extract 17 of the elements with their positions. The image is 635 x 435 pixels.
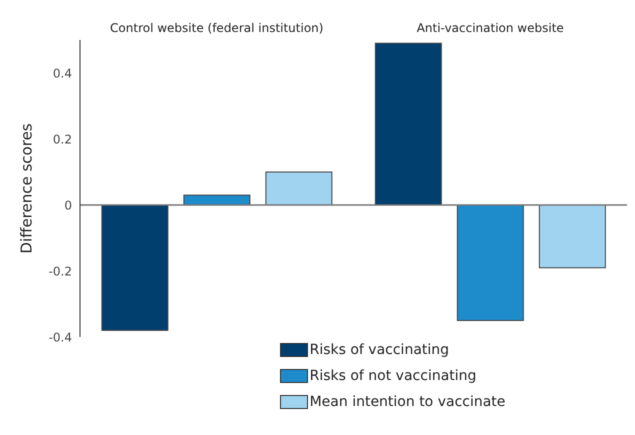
y-tick-label: 0.4	[52, 66, 72, 80]
legend-label: Mean intention to vaccinate	[310, 394, 506, 410]
y-tick-label: 0.2	[52, 132, 72, 146]
y-tick-label: 0	[64, 198, 72, 212]
bar	[101, 204, 168, 331]
bar	[265, 172, 332, 206]
bar	[183, 194, 250, 206]
x-tick-label: Anti-vaccination website	[416, 21, 564, 35]
y-tick-label: -0.4	[48, 330, 72, 344]
legend-label: Risks of not vaccinating	[310, 368, 476, 384]
y-axis-title: Difference scores	[17, 123, 36, 254]
x-tick-label: Control website (federal institution)	[110, 21, 324, 35]
y-tick-label: -0.2	[48, 264, 72, 278]
bar	[538, 204, 606, 268]
bar	[456, 204, 524, 321]
legend-label: Risks of vaccinating	[310, 342, 450, 358]
bar	[374, 42, 442, 206]
